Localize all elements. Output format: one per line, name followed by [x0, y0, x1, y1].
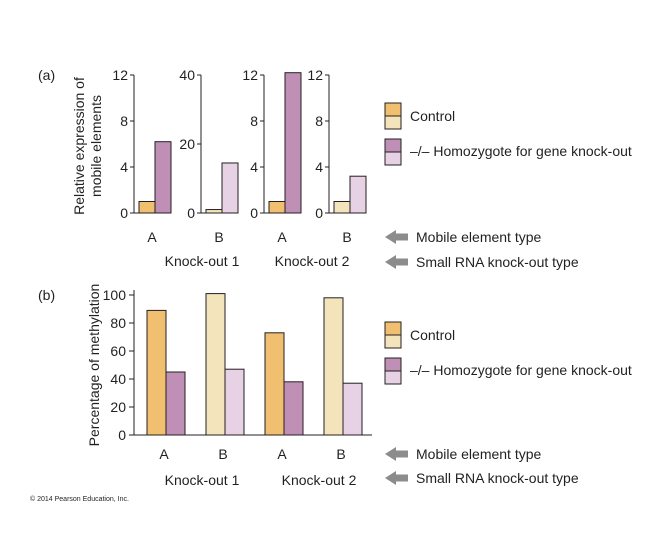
x-category-label: A [277, 446, 287, 462]
panel-b-annotations: Mobile element type Small RNA knock-out t… [385, 446, 579, 486]
legend-swatch-control-b [384, 115, 402, 130]
bar-control [333, 201, 351, 214]
bar-control [268, 201, 286, 214]
bar-group-1: A [146, 309, 186, 462]
copyright-text: © 2014 Pearson Education, Inc. [30, 495, 129, 503]
bar-homozygote [154, 141, 172, 214]
panel-a-ylabel-line1: Relative expression of [71, 77, 87, 215]
legend-label-homozygote: –/– Homozygote for gene knock-out [410, 143, 632, 159]
y-tick-label: 20 [179, 136, 195, 152]
panel-a-legend: Control –/– Homozygote for gene knock-out [384, 102, 632, 166]
subplot-2: 0 20 40 B [179, 67, 239, 245]
left-arrow-icon [385, 255, 408, 269]
bar-control [264, 332, 285, 436]
y-tick-label: 0 [187, 205, 195, 221]
y-tick-label: 4 [315, 159, 323, 175]
subplot-3: 0 4 8 12 A [242, 67, 302, 245]
legend-swatch-control-b [384, 334, 402, 349]
panel-b-ylabel: Percentage of methylation [86, 284, 102, 447]
y-tick-label: 0 [118, 427, 126, 443]
panel-a: (a) Relative expression of mobile elemen… [38, 67, 632, 270]
panel-b-legend: Control –/– Homozygote for gene knock-out [384, 321, 632, 385]
annotation-label: Mobile element type [416, 229, 542, 245]
legend-label-control: Control [410, 108, 455, 124]
bar-control [323, 297, 344, 436]
legend-label-homozygote: –/– Homozygote for gene knock-out [410, 362, 632, 378]
bar-group-3: A [264, 332, 304, 462]
panel-a-label: (a) [38, 67, 55, 83]
bar-group-2: B [205, 293, 245, 462]
y-tick-label: 8 [315, 113, 323, 129]
subplot-4: 0 4 8 12 B [307, 67, 367, 245]
bar-homozygote [342, 382, 363, 436]
annotation-label: Small RNA knock-out type [416, 470, 579, 486]
bar-homozygote [283, 381, 304, 436]
y-tick-label: 12 [242, 67, 258, 83]
annotation-arrow: Small RNA knock-out type [385, 254, 579, 270]
legend-label-control: Control [410, 327, 455, 343]
annotation-arrow: Mobile element type [385, 229, 542, 245]
bar-control [205, 293, 226, 436]
bar-control [138, 201, 156, 214]
panel-b: (b) Percentage of methylation 0 20 40 60 80 1… [38, 284, 632, 488]
panel-a-plots: 0 4 8 12 A 0 20 40 B 0 4 8 12 A 0 4 8 12 B [112, 67, 367, 245]
panel-a-knockout-label-1: Knock-out 1 [165, 253, 240, 269]
panel-b-label: (b) [38, 287, 55, 303]
x-category-label: B [342, 229, 351, 245]
y-tick-label: 12 [112, 67, 128, 83]
legend-swatch-homozygote-b [384, 151, 402, 166]
y-tick-label: 4 [250, 159, 258, 175]
bar-control [205, 209, 223, 214]
y-tick-label: 60 [110, 343, 126, 359]
x-category-label: A [147, 229, 157, 245]
left-arrow-icon [385, 447, 408, 461]
bar-homozygote [165, 371, 186, 436]
legend-swatch-homozygote-b [384, 370, 402, 385]
y-tick-label: 8 [120, 113, 128, 129]
annotation-arrow: Mobile element type [385, 446, 542, 462]
legend-swatch-control-a [384, 102, 402, 117]
annotation-label: Small RNA knock-out type [416, 254, 579, 270]
legend-swatch-homozygote-a [384, 138, 402, 153]
y-tick-label: 0 [250, 205, 258, 221]
x-category-label: A [277, 229, 287, 245]
annotation-label: Mobile element type [416, 446, 542, 462]
panel-b-plot: 0 20 40 60 80 100 A B A B [103, 287, 372, 462]
y-tick-label: 0 [315, 205, 323, 221]
panel-b-knockout-label-2: Knock-out 2 [282, 472, 357, 488]
y-tick-label: 20 [110, 399, 126, 415]
legend-swatch-homozygote-a [384, 357, 402, 372]
y-tick-label: 100 [103, 287, 127, 303]
bar-homozygote [224, 368, 245, 436]
panel-a-ylabel-line2: mobile elements [88, 95, 104, 197]
y-tick-label: 0 [120, 205, 128, 221]
panel-a-knockout-label-2: Knock-out 2 [275, 253, 350, 269]
y-tick-label: 4 [120, 159, 128, 175]
panel-b-knockout-label-1: Knock-out 1 [165, 472, 240, 488]
bar-control [146, 309, 167, 436]
x-category-label: B [214, 229, 223, 245]
left-arrow-icon [385, 471, 408, 485]
x-category-label: A [159, 446, 169, 462]
subplot-1: 0 4 8 12 A [112, 67, 172, 245]
bar-group-4: B [323, 297, 363, 462]
left-arrow-icon [385, 230, 408, 244]
legend-swatch-control-a [384, 321, 402, 336]
x-category-label: B [218, 446, 227, 462]
bar-homozygote [284, 72, 302, 214]
panel-a-annotations: Mobile element type Small RNA knock-out t… [385, 229, 579, 270]
bar-homozygote [221, 162, 239, 214]
y-tick-label: 40 [110, 371, 126, 387]
y-tick-label: 40 [179, 67, 195, 83]
y-tick-label: 80 [110, 315, 126, 331]
x-category-label: B [336, 446, 345, 462]
y-tick-label: 8 [250, 113, 258, 129]
y-tick-label: 12 [307, 67, 323, 83]
bar-homozygote [349, 175, 367, 214]
annotation-arrow: Small RNA knock-out type [385, 470, 579, 486]
